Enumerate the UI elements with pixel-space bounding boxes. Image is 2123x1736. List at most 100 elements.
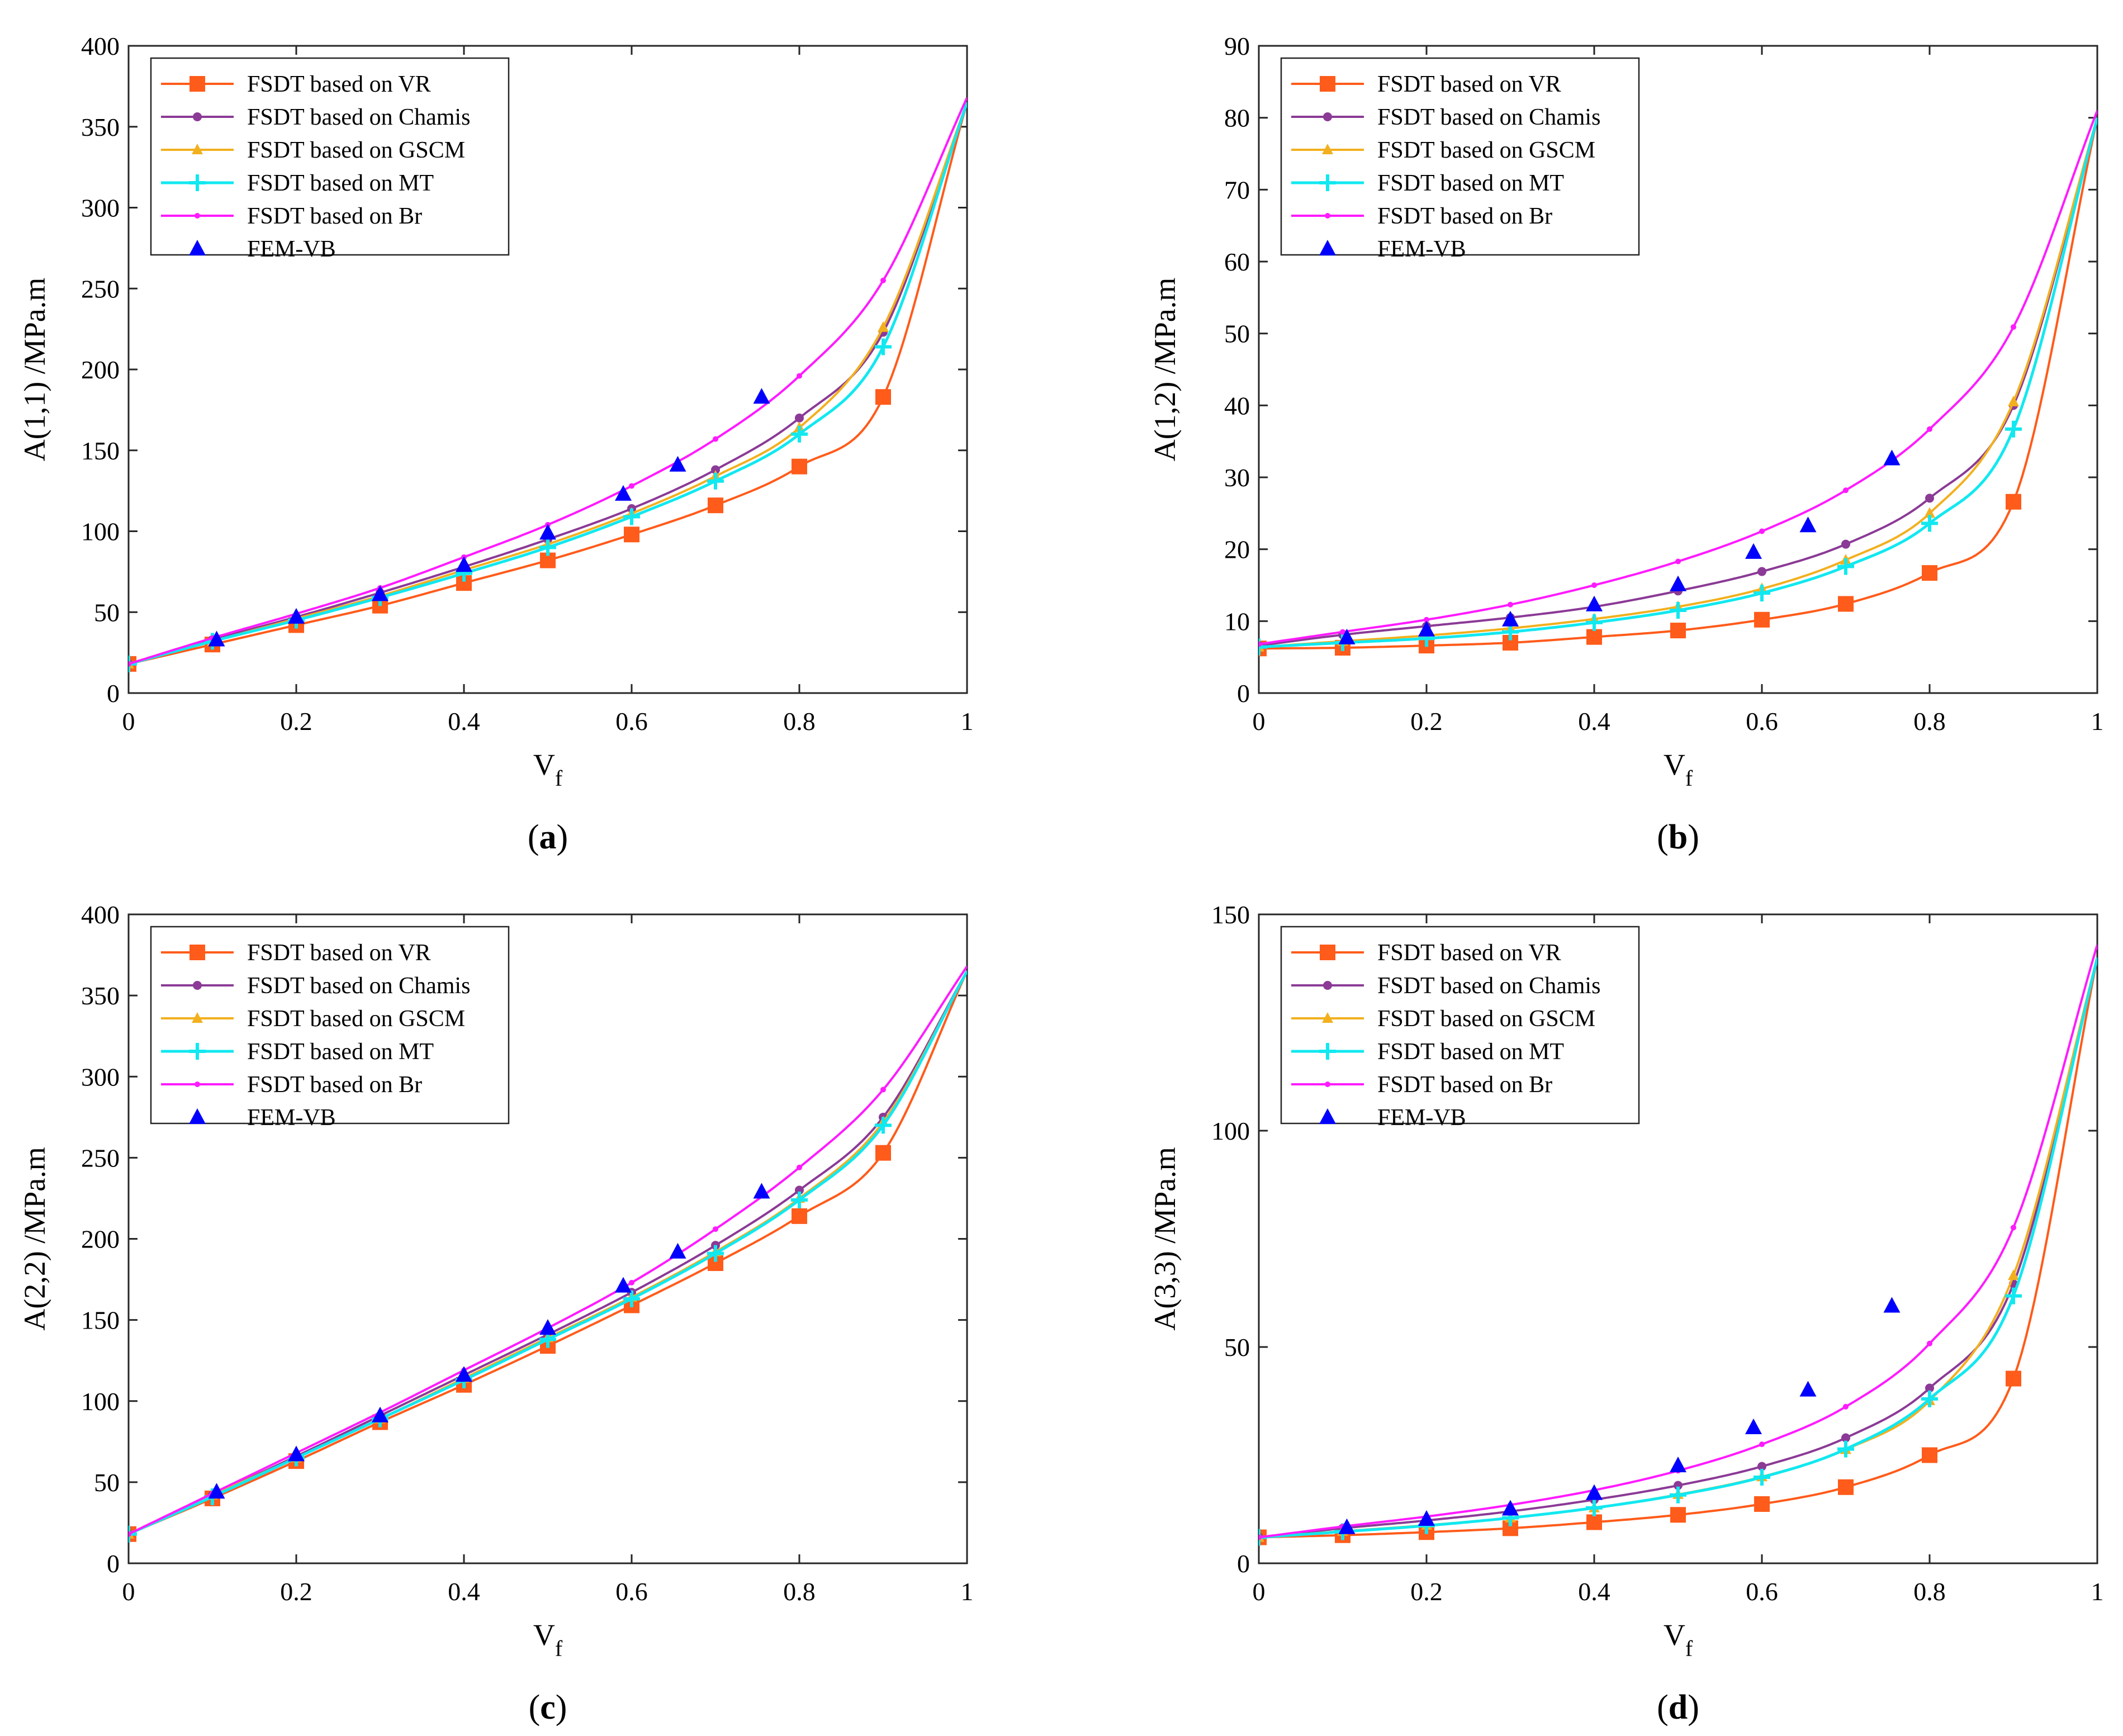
legend-marker-mt [189,174,206,191]
y-tick-label: 80 [1224,104,1250,132]
x-tick-label: 0.2 [1410,1577,1443,1606]
legend-marker-fem-vb [1319,1108,1336,1124]
marker-mt [1670,602,1686,619]
y-tick-label: 10 [1224,607,1250,635]
marker-chamis [1841,539,1850,549]
x-tick-label: 0 [1253,707,1266,736]
y-tick-label: 250 [81,274,120,303]
marker-mt [623,1290,640,1307]
series-group [1259,944,2097,1546]
marker-mt [707,472,724,490]
legend: FSDT based on VR FSDT based on Chamis FSDT… [150,926,510,1131]
legend-marker-mt [1319,174,1336,191]
marker-mt [1837,558,1854,575]
x-axis-label: Vf [533,1618,563,1661]
legend-marker-br [1325,1082,1330,1087]
legend-label-vr: FSDT based on VR [247,72,431,97]
fem-vb-point [1338,628,1356,644]
x-axis-label: Vf [1664,1618,1693,1661]
marker-br [797,1164,802,1170]
x-tick-label: 0.6 [615,707,648,736]
fem-vb-point [1745,1418,1762,1434]
x-tick-label: 1 [2091,1577,2104,1606]
marker-mt [1259,638,1267,656]
legend-label-fem-vb: FEM-VB [247,1105,336,1131]
marker-br [1759,528,1765,534]
x-tick-label: 1 [961,707,974,736]
y-axis-label: A(3,3) /MPa.m [1148,1147,1182,1330]
y-tick-label: 50 [1224,1333,1250,1362]
marker-br [797,373,802,379]
marker-vr [1922,1447,1937,1463]
chart-panel-a: 0 0.2 0.4 0.6 0.8 1 0 50 100 150 200 250 300 350 400 Vf… [18,32,974,856]
marker-br [1424,616,1429,623]
marker-vr [1670,623,1686,639]
legend-marker-chamis [193,981,202,990]
legend: FSDT based on VR FSDT based on Chamis FSDT… [1280,926,1640,1131]
x-tick-label: 0.8 [783,1577,816,1606]
marker-gscm [2008,1269,2019,1280]
legend-label-fem-vb: FEM-VB [1377,1105,1466,1131]
y-tick-label: 20 [1224,535,1250,564]
y-tick-label: 100 [81,518,120,546]
y-tick-label: 70 [1224,176,1250,204]
marker-br [1759,1441,1765,1448]
fem-vb-point [1670,575,1686,591]
x-tick-label: 0.4 [448,1577,480,1606]
marker-chamis [1925,1383,1934,1393]
panel-label: (c) [529,1688,567,1726]
marker-br [1927,426,1932,432]
fem-vb-point [615,485,632,501]
fem-vb-point [1502,1500,1519,1516]
legend-label-mt: FSDT based on MT [1377,1039,1564,1065]
marker-vr [792,458,807,475]
fem-vb-point [753,1183,770,1199]
legend-label-gscm: FSDT based on GSCM [247,1006,465,1032]
marker-br [1508,601,1513,608]
marker-mt [791,425,808,443]
legend-marker-gscm [1322,1012,1333,1023]
marker-br [629,483,634,489]
fem-vb-point [1799,1381,1817,1397]
marker-br [713,1226,718,1232]
marker-br [713,436,718,442]
fem-vb-point [1502,610,1519,627]
marker-gscm [2008,395,2019,406]
y-tick-label: 0 [107,1549,120,1578]
marker-mt [1754,585,1770,602]
panel-label: (a) [528,818,568,856]
fem-vb-point [1338,1518,1356,1534]
x-tick-label: 0.6 [1746,1577,1778,1606]
x-axis-label: Vf [533,748,563,791]
series-group [1259,110,2097,657]
x-tick-label: 0 [122,707,135,736]
marker-br [2011,1225,2016,1231]
legend-label-vr: FSDT based on VR [247,940,431,966]
y-tick-label: 150 [1211,900,1250,929]
legend-label-vr: FSDT based on VR [1377,940,1561,966]
fem-vb-point [372,585,388,601]
marker-chamis [1841,1433,1850,1443]
marker-chamis [711,465,720,475]
legend-marker-vr [189,945,205,960]
x-tick-label: 0.4 [1578,707,1610,736]
y-tick-label: 400 [81,900,120,929]
x-tick-label: 0.4 [448,707,480,736]
fem-vb-point [1883,1297,1901,1313]
marker-vr [1754,1496,1770,1512]
legend-marker-fem-vb [189,240,206,255]
y-tick-label: 200 [81,355,120,384]
y-tick-label: 300 [81,194,120,222]
marker-br [129,1531,131,1537]
marker-br [1591,582,1597,588]
marker-mt [623,508,640,525]
legend-marker-chamis [1323,112,1332,121]
marker-br [1675,558,1681,565]
marker-mt [707,1245,724,1262]
y-tick-label: 200 [81,1225,120,1254]
legend-label-mt: FSDT based on MT [1377,170,1564,196]
marker-vr [875,1145,891,1161]
marker-vr [1838,1479,1854,1495]
fem-vb-point [1586,1484,1603,1500]
